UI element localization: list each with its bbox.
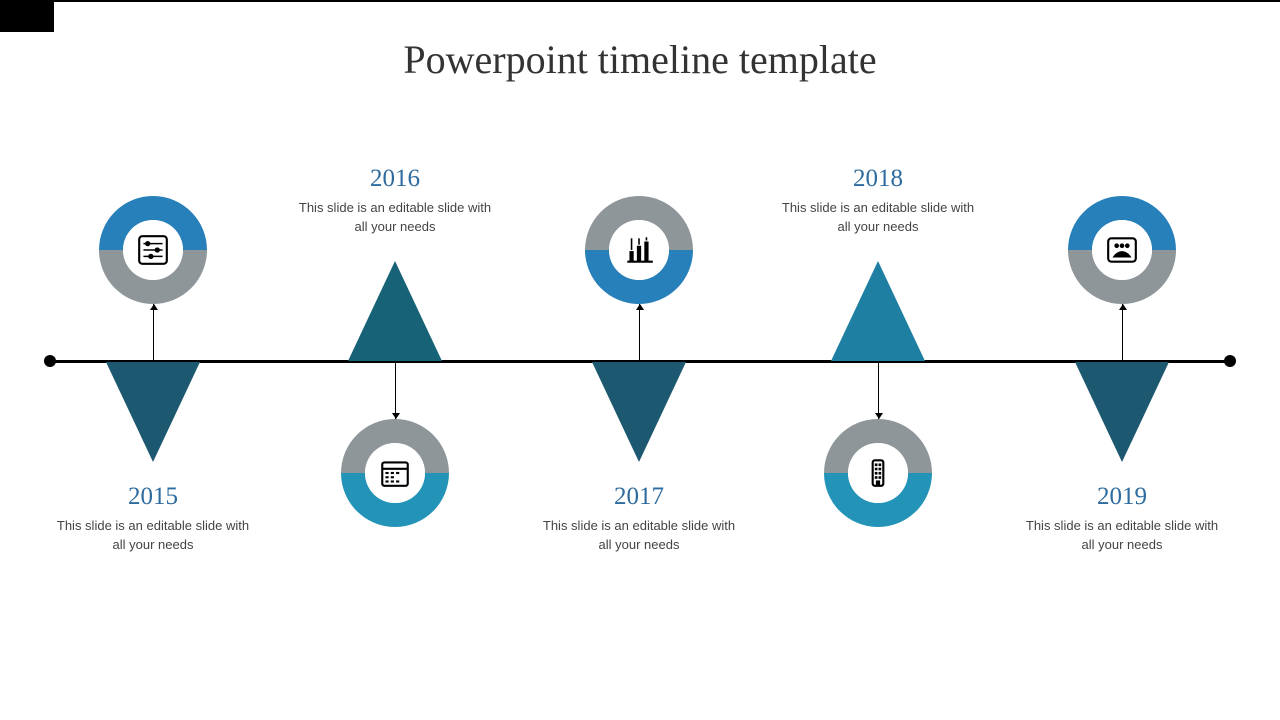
timeline-ring <box>585 196 693 304</box>
page-title: Powerpoint timeline template <box>0 36 1280 83</box>
connector-line <box>153 304 154 361</box>
timeline-ring <box>824 419 932 527</box>
timeline-year: 2016 <box>295 165 495 193</box>
timeline-marker-triangle <box>1075 362 1169 462</box>
connector-arrowhead <box>150 304 158 310</box>
building-icon <box>848 443 908 503</box>
timeline-marker-triangle <box>592 362 686 462</box>
timeline-marker-triangle <box>106 362 200 462</box>
corner-tab <box>0 2 54 32</box>
timeline-desc: This slide is an editable slide with all… <box>778 199 978 237</box>
sliders-icon <box>123 220 183 280</box>
axis-dot-left <box>44 355 56 367</box>
timeline-year: 2018 <box>778 165 978 193</box>
timeline-desc: This slide is an editable slide with all… <box>539 517 739 555</box>
timeline-ring <box>99 196 207 304</box>
timeline-marker-triangle <box>831 261 925 361</box>
connector-line <box>1122 304 1123 361</box>
timeline-ring <box>1068 196 1176 304</box>
timeline-desc: This slide is an editable slide with all… <box>1022 517 1222 555</box>
connector-line <box>878 363 879 419</box>
connector-line <box>395 363 396 419</box>
timeline-ring <box>341 419 449 527</box>
timeline-desc: This slide is an editable slide with all… <box>295 199 495 237</box>
top-border <box>0 0 1280 2</box>
bars-icon <box>609 220 669 280</box>
connector-arrowhead <box>636 304 644 310</box>
timeline-desc: This slide is an editable slide with all… <box>53 517 253 555</box>
timeline-year: 2017 <box>539 483 739 511</box>
connector-arrowhead <box>1119 304 1127 310</box>
connector-arrowhead <box>392 413 400 419</box>
connector-arrowhead <box>875 413 883 419</box>
timeline-year: 2019 <box>1022 483 1222 511</box>
calendar-icon <box>365 443 425 503</box>
timeline-year: 2015 <box>53 483 253 511</box>
timeline-marker-triangle <box>348 261 442 361</box>
people-icon <box>1092 220 1152 280</box>
connector-line <box>639 304 640 361</box>
axis-dot-right <box>1224 355 1236 367</box>
